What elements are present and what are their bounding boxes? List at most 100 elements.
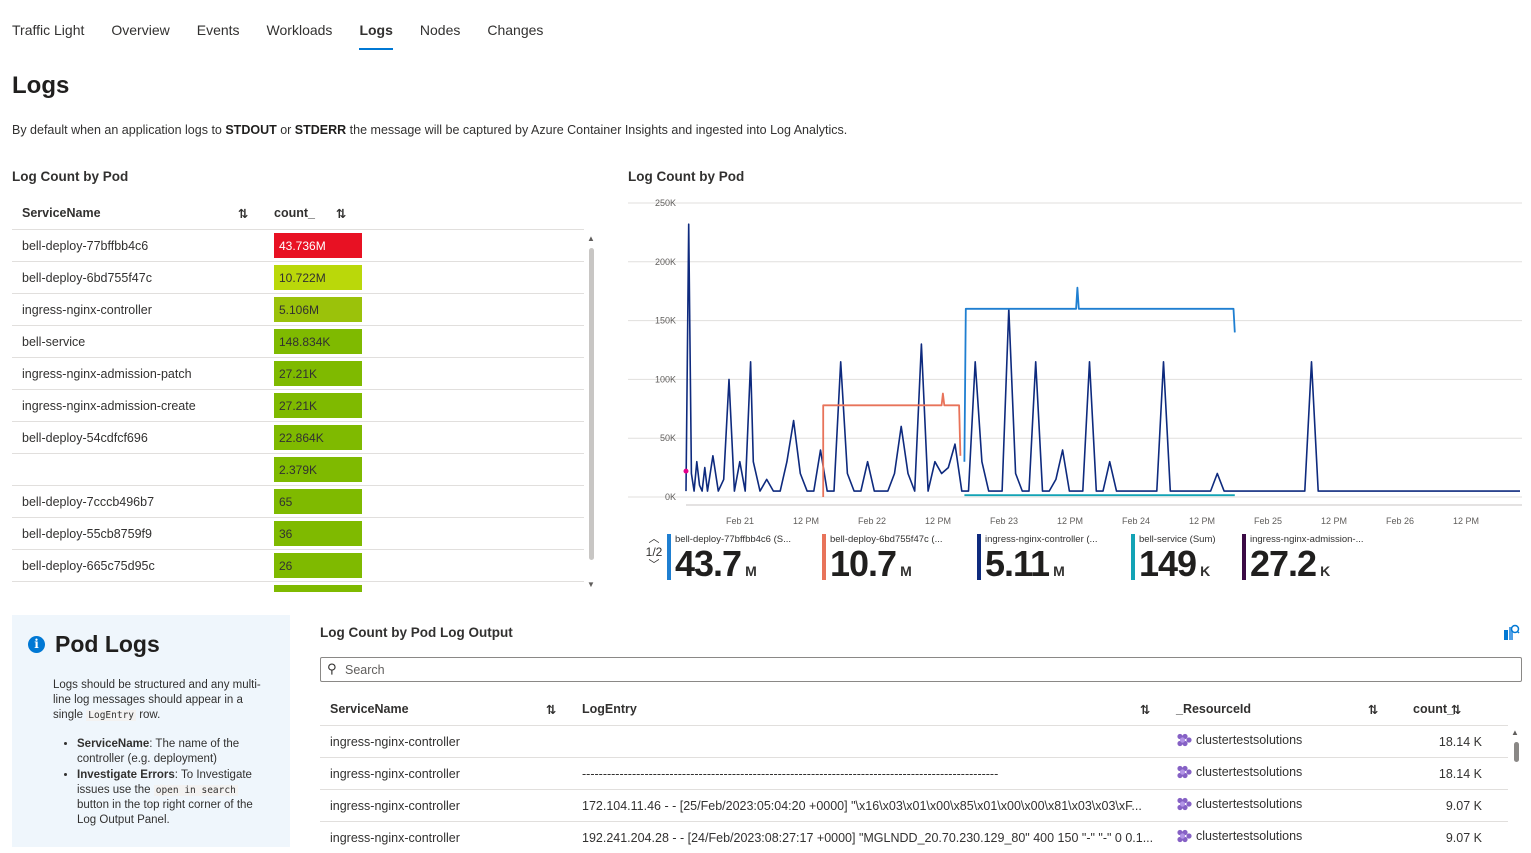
legend-item[interactable]: ingress-nginx-admission-... 27.2 K — [1242, 534, 1364, 584]
table-row[interactable]: bell-service 148.834K — [12, 326, 584, 358]
legend-unit: M — [745, 563, 757, 579]
sort-servicename-icon[interactable]: ⇅ — [238, 207, 249, 221]
tab-traffic-light[interactable]: Traffic Light — [12, 22, 85, 38]
log-grid-scrollbar[interactable]: ▲ — [1510, 728, 1522, 853]
search-input[interactable] — [345, 660, 1505, 679]
table-row[interactable]: bell-deploy-6bd755f47c 10.722M — [12, 262, 584, 294]
table-row[interactable]: bell-deploy-665c75d95c 26 — [12, 550, 584, 582]
table-row[interactable]: bell-deploy-... — [12, 582, 584, 592]
row-resource-name[interactable]: clustertestsolutions — [1196, 765, 1303, 779]
table-row[interactable]: ingress-nginx-controller clustertestsolut… — [320, 726, 1508, 758]
row-count: 18.14 K — [1438, 767, 1482, 781]
series-line-1[interactable] — [822, 392, 962, 498]
sort-resourceid-icon[interactable]: ⇅ — [1368, 703, 1379, 717]
x-tick-label: 12 PM — [1057, 516, 1083, 526]
legend-next-icon[interactable]: ﹀ — [648, 559, 660, 571]
log-search-box[interactable]: ⚲ — [320, 657, 1522, 682]
x-tick-label: Feb 21 — [726, 516, 754, 526]
row-count-heat-cell: 27.21K — [274, 361, 362, 386]
col-header-servicename[interactable]: ServiceName — [22, 206, 101, 220]
y-tick-label: 250K — [655, 198, 676, 208]
info-li2-bold: Investigate Errors — [77, 769, 175, 781]
row-servicename: ingress-nginx-controller — [330, 831, 460, 845]
legend-item[interactable]: bell-deploy-6bd755f47c (... 10.7 M — [822, 534, 943, 584]
row-resource-name[interactable]: clustertestsolutions — [1196, 797, 1303, 811]
x-tick-label: 12 PM — [925, 516, 951, 526]
table-row[interactable]: ingress-nginx-controller ----------------… — [320, 758, 1508, 790]
row-resource-name[interactable]: clustertestsolutions — [1196, 733, 1303, 747]
table-row[interactable]: bell-deploy-7cccb496b7 65 — [12, 486, 584, 518]
table-row[interactable]: bell-deploy-54cdfcf696 22.864K — [12, 422, 584, 454]
series-line-0[interactable] — [685, 223, 1520, 492]
scroll-up-icon[interactable]: ▲ — [587, 234, 595, 243]
legend-series-name: ingress-nginx-admission-... — [1250, 534, 1364, 545]
page-title: Logs — [12, 72, 70, 99]
legend-color-bar — [1242, 534, 1246, 580]
tab-overview[interactable]: Overview — [111, 22, 170, 38]
legend-item[interactable]: ingress-nginx-controller (... 5.11 M — [977, 534, 1097, 584]
row-count-heat-cell: 36 — [274, 521, 362, 546]
y-tick-label: 150K — [655, 316, 676, 326]
tab-workloads[interactable]: Workloads — [266, 22, 333, 38]
table-row[interactable]: bell-deploy-77bffbb4c6 43.736M — [12, 230, 584, 262]
chart-svg: 0K 50K 100K 150K 200K 250K Feb 21 12 PM Feb 22 12… — [628, 198, 1522, 526]
table-row[interactable]: ingress-nginx-admission-create 27.21K — [12, 390, 584, 422]
sort-count-icon[interactable]: ⇅ — [336, 207, 347, 221]
row-servicename: ingress-nginx-controller — [22, 303, 152, 317]
row-servicename: bell-deploy-54cdfcf696 — [22, 431, 148, 445]
row-servicename: ingress-nginx-controller — [330, 735, 460, 749]
legend-value: 10.7 — [830, 543, 897, 584]
row-count: 9.07 K — [1445, 799, 1482, 813]
sort-count-icon[interactable]: ⇅ — [1451, 703, 1462, 717]
col-header-logentry[interactable]: LogEntry — [582, 702, 637, 716]
row-resourceid-link[interactable]: clustertestsolutions — [1176, 797, 1302, 811]
table-row[interactable]: ingress-nginx-controller 172.104.11.46 - … — [320, 790, 1508, 822]
tab-nodes[interactable]: Nodes — [419, 22, 461, 38]
col-header-count[interactable]: count_ — [1413, 702, 1454, 716]
sort-logentry-icon[interactable]: ⇅ — [1140, 703, 1151, 717]
x-tick-label: Feb 22 — [858, 516, 886, 526]
x-tick-label: 12 PM — [793, 516, 819, 526]
tab-logs[interactable]: Logs — [359, 14, 394, 50]
kubernetes-cluster-icon — [1177, 829, 1192, 843]
legend-color-bar — [667, 534, 671, 580]
row-resourceid-link[interactable]: clustertestsolutions — [1176, 829, 1302, 843]
row-logentry: 172.104.11.46 - - [25/Feb/2023:05:04:20 … — [582, 799, 1142, 813]
col-header-resourceid[interactable]: _ResourceId — [1176, 702, 1252, 716]
sort-servicename-icon[interactable]: ⇅ — [546, 703, 557, 717]
row-count-heat-cell: 26 — [274, 553, 362, 578]
legend-item[interactable]: bell-deploy-77bffbb4c6 (S... 43.7 M — [667, 534, 791, 583]
row-resourceid-link[interactable]: clustertestsolutions — [1176, 765, 1302, 779]
tab-events[interactable]: Events — [196, 22, 240, 38]
scroll-up-icon[interactable]: ▲ — [1511, 728, 1519, 737]
table-row[interactable]: ingress-nginx-controller 5.106M — [12, 294, 584, 326]
table-row[interactable]: 2.379K — [12, 454, 584, 486]
pod-grid-scrollbar[interactable]: ▲ ▼ — [585, 232, 597, 592]
legend-value: 5.11 — [985, 543, 1050, 584]
info-list-item: ServiceName: The name of the controller … — [77, 737, 270, 767]
series-line-2[interactable] — [963, 286, 1236, 462]
row-servicename: bell-deploy-7cccb496b7 — [22, 495, 155, 509]
row-resourceid-link[interactable]: clustertestsolutions — [1176, 733, 1302, 747]
row-resource-name[interactable]: clustertestsolutions — [1196, 829, 1303, 843]
scroll-thumb[interactable] — [1514, 742, 1519, 762]
scroll-down-icon[interactable]: ▼ — [587, 580, 595, 589]
table-row[interactable]: bell-deploy-55cb8759f9 36 — [12, 518, 584, 550]
legend-prev-icon[interactable]: ︿ — [648, 533, 660, 545]
open-in-search-icon[interactable] — [1502, 624, 1520, 642]
row-count-heat-cell: 2.379K — [274, 457, 362, 482]
tab-changes[interactable]: Changes — [487, 22, 544, 38]
search-icon: ⚲ — [327, 661, 337, 676]
scroll-thumb[interactable] — [589, 248, 594, 560]
log-grid-header: ServiceName ⇅ LogEntry ⇅ _ResourceId ⇅ c… — [320, 692, 1508, 726]
table-row[interactable]: ingress-nginx-controller 192.241.204.28 -… — [320, 822, 1508, 853]
legend-value: 27.2 — [1250, 543, 1317, 584]
legend-item[interactable]: bell-service (Sum) 149 K — [1131, 534, 1216, 583]
col-header-servicename[interactable]: ServiceName — [330, 702, 409, 716]
desc-stdout: STDOUT — [225, 123, 277, 137]
desc-stderr: STDERR — [294, 123, 347, 137]
series-point-4[interactable] — [683, 468, 689, 474]
row-count-heat-cell: 65 — [274, 489, 362, 514]
col-header-count[interactable]: count_ — [274, 206, 315, 220]
table-row[interactable]: ingress-nginx-admission-patch 27.21K — [12, 358, 584, 390]
